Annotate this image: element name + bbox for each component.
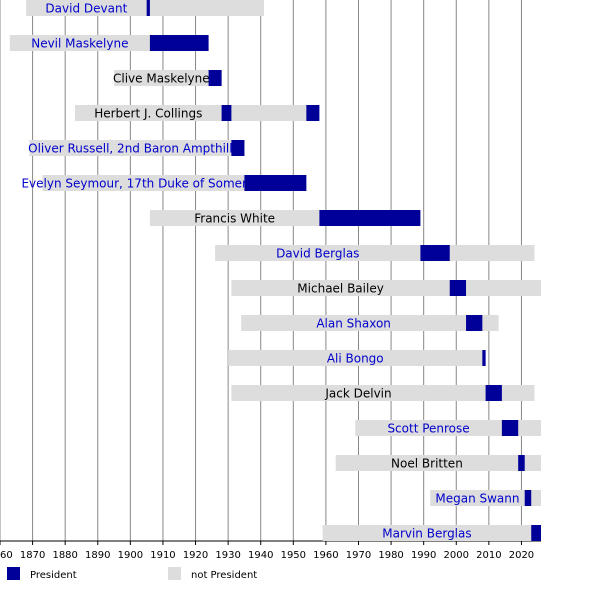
span-bar: [42, 175, 307, 191]
name-link[interactable]: Nevil Maskelyne: [31, 37, 128, 51]
name-link[interactable]: David Devant: [45, 2, 127, 16]
x-tick-label: 1950: [281, 550, 306, 561]
name-label: Jack Delvin: [324, 387, 391, 401]
span-bar: [241, 315, 499, 331]
name-link[interactable]: Alan Shaxon: [316, 317, 391, 331]
name-link[interactable]: Scott Penrose: [387, 422, 469, 436]
x-tick-label: 1940: [248, 550, 273, 561]
president-bar: [501, 420, 519, 436]
president-bar: [449, 280, 467, 296]
president-bar: [146, 0, 150, 16]
x-tick-label: 1860: [0, 550, 13, 561]
president-bar: [306, 105, 320, 121]
span-bar: [430, 490, 541, 506]
name-label: Noel Britten: [391, 457, 463, 471]
x-tick-label: 1920: [183, 550, 208, 561]
x-tick-label: 1990: [411, 550, 436, 561]
president-bar: [149, 35, 209, 51]
x-tick-label: 1970: [346, 550, 371, 561]
span-bar: [322, 525, 541, 541]
president-bar: [208, 70, 222, 86]
x-tick-label: 2010: [476, 550, 501, 561]
span-bar: [228, 350, 486, 366]
name-link[interactable]: Evelyn Seymour, 17th Duke of Somerset: [21, 177, 265, 191]
x-tick-label: 2020: [509, 550, 534, 561]
legend-label: President: [30, 570, 77, 581]
x-tick-label: 1890: [85, 550, 110, 561]
president-bar: [524, 490, 532, 506]
span-bar: [26, 0, 264, 16]
span-bar: [231, 385, 535, 401]
span-bar: [74, 105, 320, 121]
legend-label: not President: [191, 570, 257, 581]
name-label: Francis White: [194, 212, 275, 226]
x-tick-label: 1980: [378, 550, 403, 561]
span-bar: [149, 210, 320, 226]
x-tick-label: 1930: [215, 550, 240, 561]
name-link[interactable]: Marvin Berglas: [382, 527, 471, 541]
x-tick-label: 2000: [444, 550, 469, 561]
span-bar: [355, 420, 541, 436]
president-bar: [221, 105, 232, 121]
span-bar: [231, 280, 541, 296]
president-bar: [244, 175, 307, 191]
president-bar: [482, 350, 486, 366]
span-bar: [114, 70, 222, 86]
x-tick-label: 1870: [20, 550, 45, 561]
president-bar: [231, 140, 245, 156]
span-bar: [335, 455, 541, 471]
president-bar: [319, 210, 421, 226]
name-label: Michael Bailey: [297, 282, 384, 296]
president-bar: [485, 385, 502, 401]
name-link[interactable]: David Berglas: [276, 247, 359, 261]
x-tick-label: 1900: [118, 550, 143, 561]
legend-swatch: [7, 567, 20, 580]
name-link[interactable]: Ali Bongo: [327, 352, 384, 366]
name-label: Herbert J. Collings: [94, 107, 202, 121]
legend-swatch: [168, 567, 181, 580]
name-link[interactable]: Oliver Russell, 2nd Baron Ampthill: [28, 142, 232, 156]
president-bar: [518, 455, 525, 471]
name-label: Clive Maskelyne: [113, 72, 210, 86]
president-bar: [420, 245, 450, 261]
x-tick-label: 1880: [52, 550, 77, 561]
span-bar: [215, 245, 535, 261]
x-tick-label: 1910: [150, 550, 175, 561]
president-bar: [466, 315, 483, 331]
x-tick-label: 1960: [313, 550, 338, 561]
president-bar: [531, 525, 541, 541]
span-bar: [29, 140, 245, 156]
name-link[interactable]: Megan Swann: [435, 492, 519, 506]
